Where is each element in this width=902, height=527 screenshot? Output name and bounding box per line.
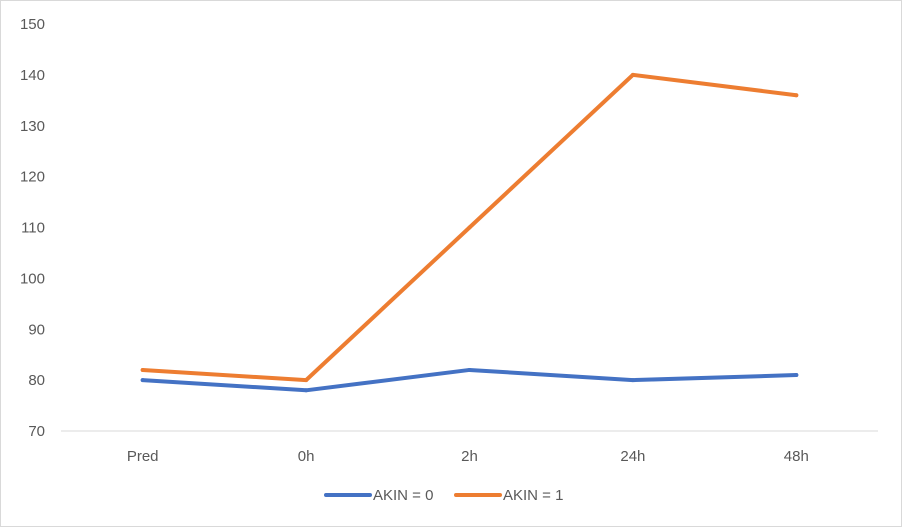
y-tick-label: 90 xyxy=(28,321,45,338)
data-point xyxy=(304,378,309,383)
y-tick-label: 100 xyxy=(20,270,45,287)
y-tick-label: 80 xyxy=(28,372,45,389)
x-tick-label: 24h xyxy=(620,448,645,465)
x-axis: Pred 0h 2h 24h 48h xyxy=(61,430,878,465)
x-tick-label: 2h xyxy=(461,448,478,465)
data-point xyxy=(794,373,799,378)
data-point xyxy=(630,72,635,77)
data-point xyxy=(794,93,799,98)
y-tick-label: 150 xyxy=(20,16,45,33)
series-line-0 xyxy=(140,367,799,393)
y-tick-label: 120 xyxy=(20,169,45,186)
series-layer xyxy=(140,72,799,393)
data-point xyxy=(467,367,472,372)
x-tick-label: Pred xyxy=(127,448,159,465)
data-point xyxy=(140,378,145,383)
y-tick-label: 70 xyxy=(28,423,45,440)
data-point xyxy=(140,367,145,372)
legend: AKIN = 0 AKIN = 1 xyxy=(324,487,563,504)
legend-label: AKIN = 1 xyxy=(503,487,563,504)
y-axis: 70 80 90 100 110 120 130 140 150 xyxy=(20,16,45,440)
data-point xyxy=(630,378,635,383)
legend-label: AKIN = 0 xyxy=(373,487,433,504)
x-tick-label: 48h xyxy=(784,448,809,465)
x-tick-label: 0h xyxy=(298,448,315,465)
y-tick-label: 110 xyxy=(21,220,45,237)
y-tick-label: 140 xyxy=(20,67,45,84)
data-point xyxy=(467,225,472,230)
data-point xyxy=(304,388,309,393)
y-tick-label: 130 xyxy=(20,118,45,135)
